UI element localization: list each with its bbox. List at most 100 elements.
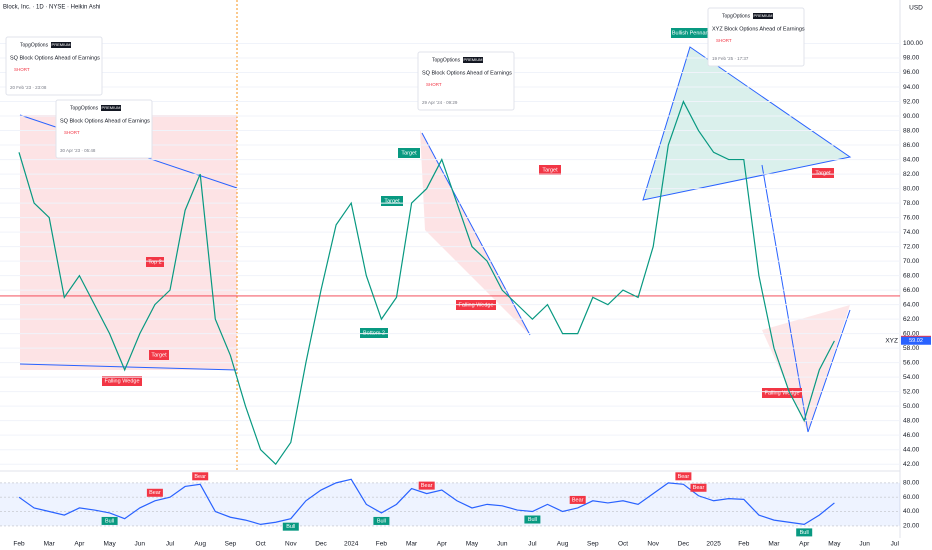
y-tick-label: 100.00 — [903, 40, 923, 47]
rsi-tag-label: Bull — [800, 530, 809, 536]
x-tick-label: Jun — [859, 541, 870, 548]
x-tick-label: Nov — [285, 541, 297, 548]
badge-bg — [463, 57, 483, 63]
pattern-label: Target — [542, 167, 558, 173]
card-badge: PREMIUM — [102, 105, 121, 110]
x-tick-label: Jun — [497, 541, 508, 548]
pattern-label: Falling Wedge — [458, 302, 493, 308]
bull-tag — [373, 516, 390, 525]
y-tick-label: 96.00 — [903, 69, 920, 76]
card-bg — [5, 36, 103, 96]
rsi-tick-label: 20.00 — [903, 523, 920, 530]
card-side: SHORT — [426, 82, 442, 87]
xyz-price — [901, 336, 931, 345]
y-tick-label: 44.00 — [903, 446, 920, 453]
x-tick-label: Nov — [647, 541, 659, 548]
bear-tag — [192, 472, 209, 481]
card-date: 20 Feb '23 · 23:08 — [10, 85, 47, 90]
card-author: TopgOptions — [20, 42, 49, 48]
card-bg — [707, 7, 805, 67]
pattern-label: Falling Wedge — [104, 378, 139, 384]
label-box — [812, 168, 834, 178]
label-box — [360, 328, 388, 338]
y-tick-label: 92.00 — [903, 98, 920, 105]
trend-line — [19, 363, 238, 371]
y-tick-label: 64.00 — [903, 301, 920, 308]
rsi-tag-label: Bull — [377, 518, 386, 524]
rsi-tag-label: Bear — [693, 485, 705, 491]
x-tick-label: 2025 — [706, 541, 721, 548]
rsi-tick-label: 60.00 — [903, 494, 920, 501]
bull-tag — [796, 528, 813, 537]
x-tick-label: Jul — [891, 541, 900, 548]
trend-line — [807, 309, 851, 433]
label-box — [146, 257, 164, 267]
pattern-label: Target — [815, 170, 831, 176]
badge-bg — [51, 42, 71, 48]
y-tick-label: 86.00 — [903, 142, 920, 149]
card-author: TopgOptions — [432, 57, 461, 63]
chart-title: Block, Inc. · 1D · NYSE · Heikin Ashi — [3, 5, 100, 11]
card-badge: PREMIUM — [464, 57, 483, 62]
y-tick-label: 42.00 — [903, 461, 920, 468]
x-tick-label: Feb — [13, 541, 25, 548]
bull-tag — [101, 516, 118, 525]
bear-tag — [418, 481, 435, 490]
card-date: 19 Feb '25 · 17:37 — [712, 56, 749, 61]
x-tick-label: Feb — [376, 541, 388, 548]
card-title: SQ Block Options Ahead of Earnings — [60, 118, 150, 124]
label-box — [102, 376, 142, 386]
y-tick-label: 74.00 — [903, 229, 920, 236]
idea-card: TopgOptions PREMIUM SQ Block Options Ahead… — [5, 36, 103, 96]
rsi-tag-label: Bear — [149, 490, 161, 496]
y-tick-label: 94.00 — [903, 84, 920, 91]
y-tick-label: 46.00 — [903, 432, 920, 439]
rsi-tag-label: Bear — [572, 497, 584, 503]
rsi-tick-label: 40.00 — [903, 508, 920, 515]
y-tick-label: 88.00 — [903, 127, 920, 134]
x-tick-label: Mar — [406, 541, 418, 548]
xyz-symbol: XYZ — [885, 337, 898, 344]
y-tick-label: 84.00 — [903, 156, 920, 163]
pattern-label: Target — [151, 352, 167, 358]
x-tick-label: Jul — [528, 541, 537, 548]
x-tick-label: Apr — [74, 541, 85, 548]
card-date: 30 Apr '23 · 05:48 — [60, 148, 96, 153]
y-tick-label: 60.00 — [903, 330, 920, 337]
label-box — [539, 165, 561, 175]
y-tick-label: 54.00 — [903, 374, 920, 381]
card-bg — [55, 99, 153, 159]
y-tick-label: 68.00 — [903, 272, 920, 279]
x-tick-label: Mar — [44, 541, 56, 548]
label-box — [671, 28, 711, 38]
rsi-tag-label: Bull — [105, 518, 114, 524]
rsi-line — [18, 478, 835, 526]
bull-tag — [524, 515, 541, 524]
y-tick-label: 98.00 — [903, 55, 920, 62]
pattern-label: Falling Wedge — [764, 390, 799, 396]
currency: USD — [909, 5, 923, 12]
idea-card: TopgOptions PREMIUM SQ Block Options Ahead… — [417, 51, 515, 111]
x-tick-label: Apr — [437, 541, 448, 548]
y-tick-label: 50.00 — [903, 403, 920, 410]
idea-card: TopgOptions PREMIUM XYZ Block Options Ahea… — [707, 7, 805, 67]
pattern-label: Top 2 — [148, 259, 161, 265]
y-tick-label: 58.00 — [903, 345, 920, 352]
y-tick-label: 72.00 — [903, 243, 920, 250]
x-tick-label: Sep — [587, 541, 599, 548]
y-tick-label: 48.00 — [903, 417, 920, 424]
y-tick-label: 52.00 — [903, 388, 920, 395]
card-author: TopgOptions — [70, 105, 99, 111]
x-tick-label: Aug — [194, 541, 206, 548]
bear-tag — [690, 483, 707, 492]
x-tick-label: Dec — [315, 541, 327, 548]
x-tick-label: Sep — [225, 541, 237, 548]
trend-line — [421, 132, 531, 336]
x-tick-label: Oct — [256, 541, 266, 548]
y-tick-label: 90.00 — [903, 113, 920, 120]
card-side: SHORT — [716, 38, 732, 43]
x-tick-label: Mar — [768, 541, 780, 548]
rsi-tag-label: Bull — [528, 517, 537, 523]
pattern-label: Target — [384, 198, 400, 204]
